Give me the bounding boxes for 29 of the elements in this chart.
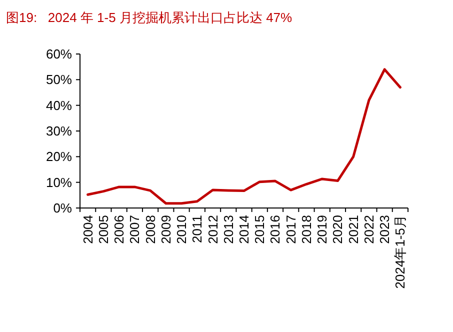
x-tick-label: 2023 — [377, 215, 392, 244]
x-tick-label: 2010 — [174, 215, 190, 244]
y-tick-label: 30% — [46, 124, 72, 138]
x-tick-label: 2006 — [112, 215, 127, 244]
x-tick-label: 2012 — [205, 215, 220, 244]
x-tick-label: 2009 — [158, 215, 174, 244]
x-tick-label: 2018 — [298, 215, 314, 244]
x-tick-label: 2013 — [220, 215, 236, 244]
x-tick-label: 2008 — [142, 215, 158, 244]
x-tick-label: 2004 — [80, 215, 96, 244]
y-tick-label: 0% — [53, 200, 72, 216]
x-tick-label: 2015 — [252, 215, 268, 244]
x-tick-label: 2007 — [127, 215, 142, 244]
x-tick-label: 2014 — [236, 215, 252, 244]
x-tick-label: 2016 — [268, 215, 283, 244]
y-tick-label: 40% — [46, 98, 72, 113]
x-tick-label: 2022 — [361, 215, 376, 244]
x-tick-label: 2017 — [283, 215, 298, 244]
y-tick-label: 60% — [46, 46, 72, 62]
x-tick-label: 2024年1-5月 — [392, 215, 408, 289]
x-tick-label: 2021 — [346, 215, 361, 244]
x-tick-label: 2020 — [330, 215, 346, 244]
y-tick-label: 50% — [46, 72, 72, 88]
x-tick-label: 2019 — [314, 215, 330, 244]
x-tick-label: 2011 — [190, 215, 205, 243]
y-tick-label: 10% — [46, 174, 72, 190]
x-tick-label: 2005 — [96, 215, 111, 244]
y-tick-label: 20% — [46, 149, 72, 164]
title: 图19: 2024 年 1-5 月挖掘机累计出口占比达 47% — [6, 10, 292, 25]
